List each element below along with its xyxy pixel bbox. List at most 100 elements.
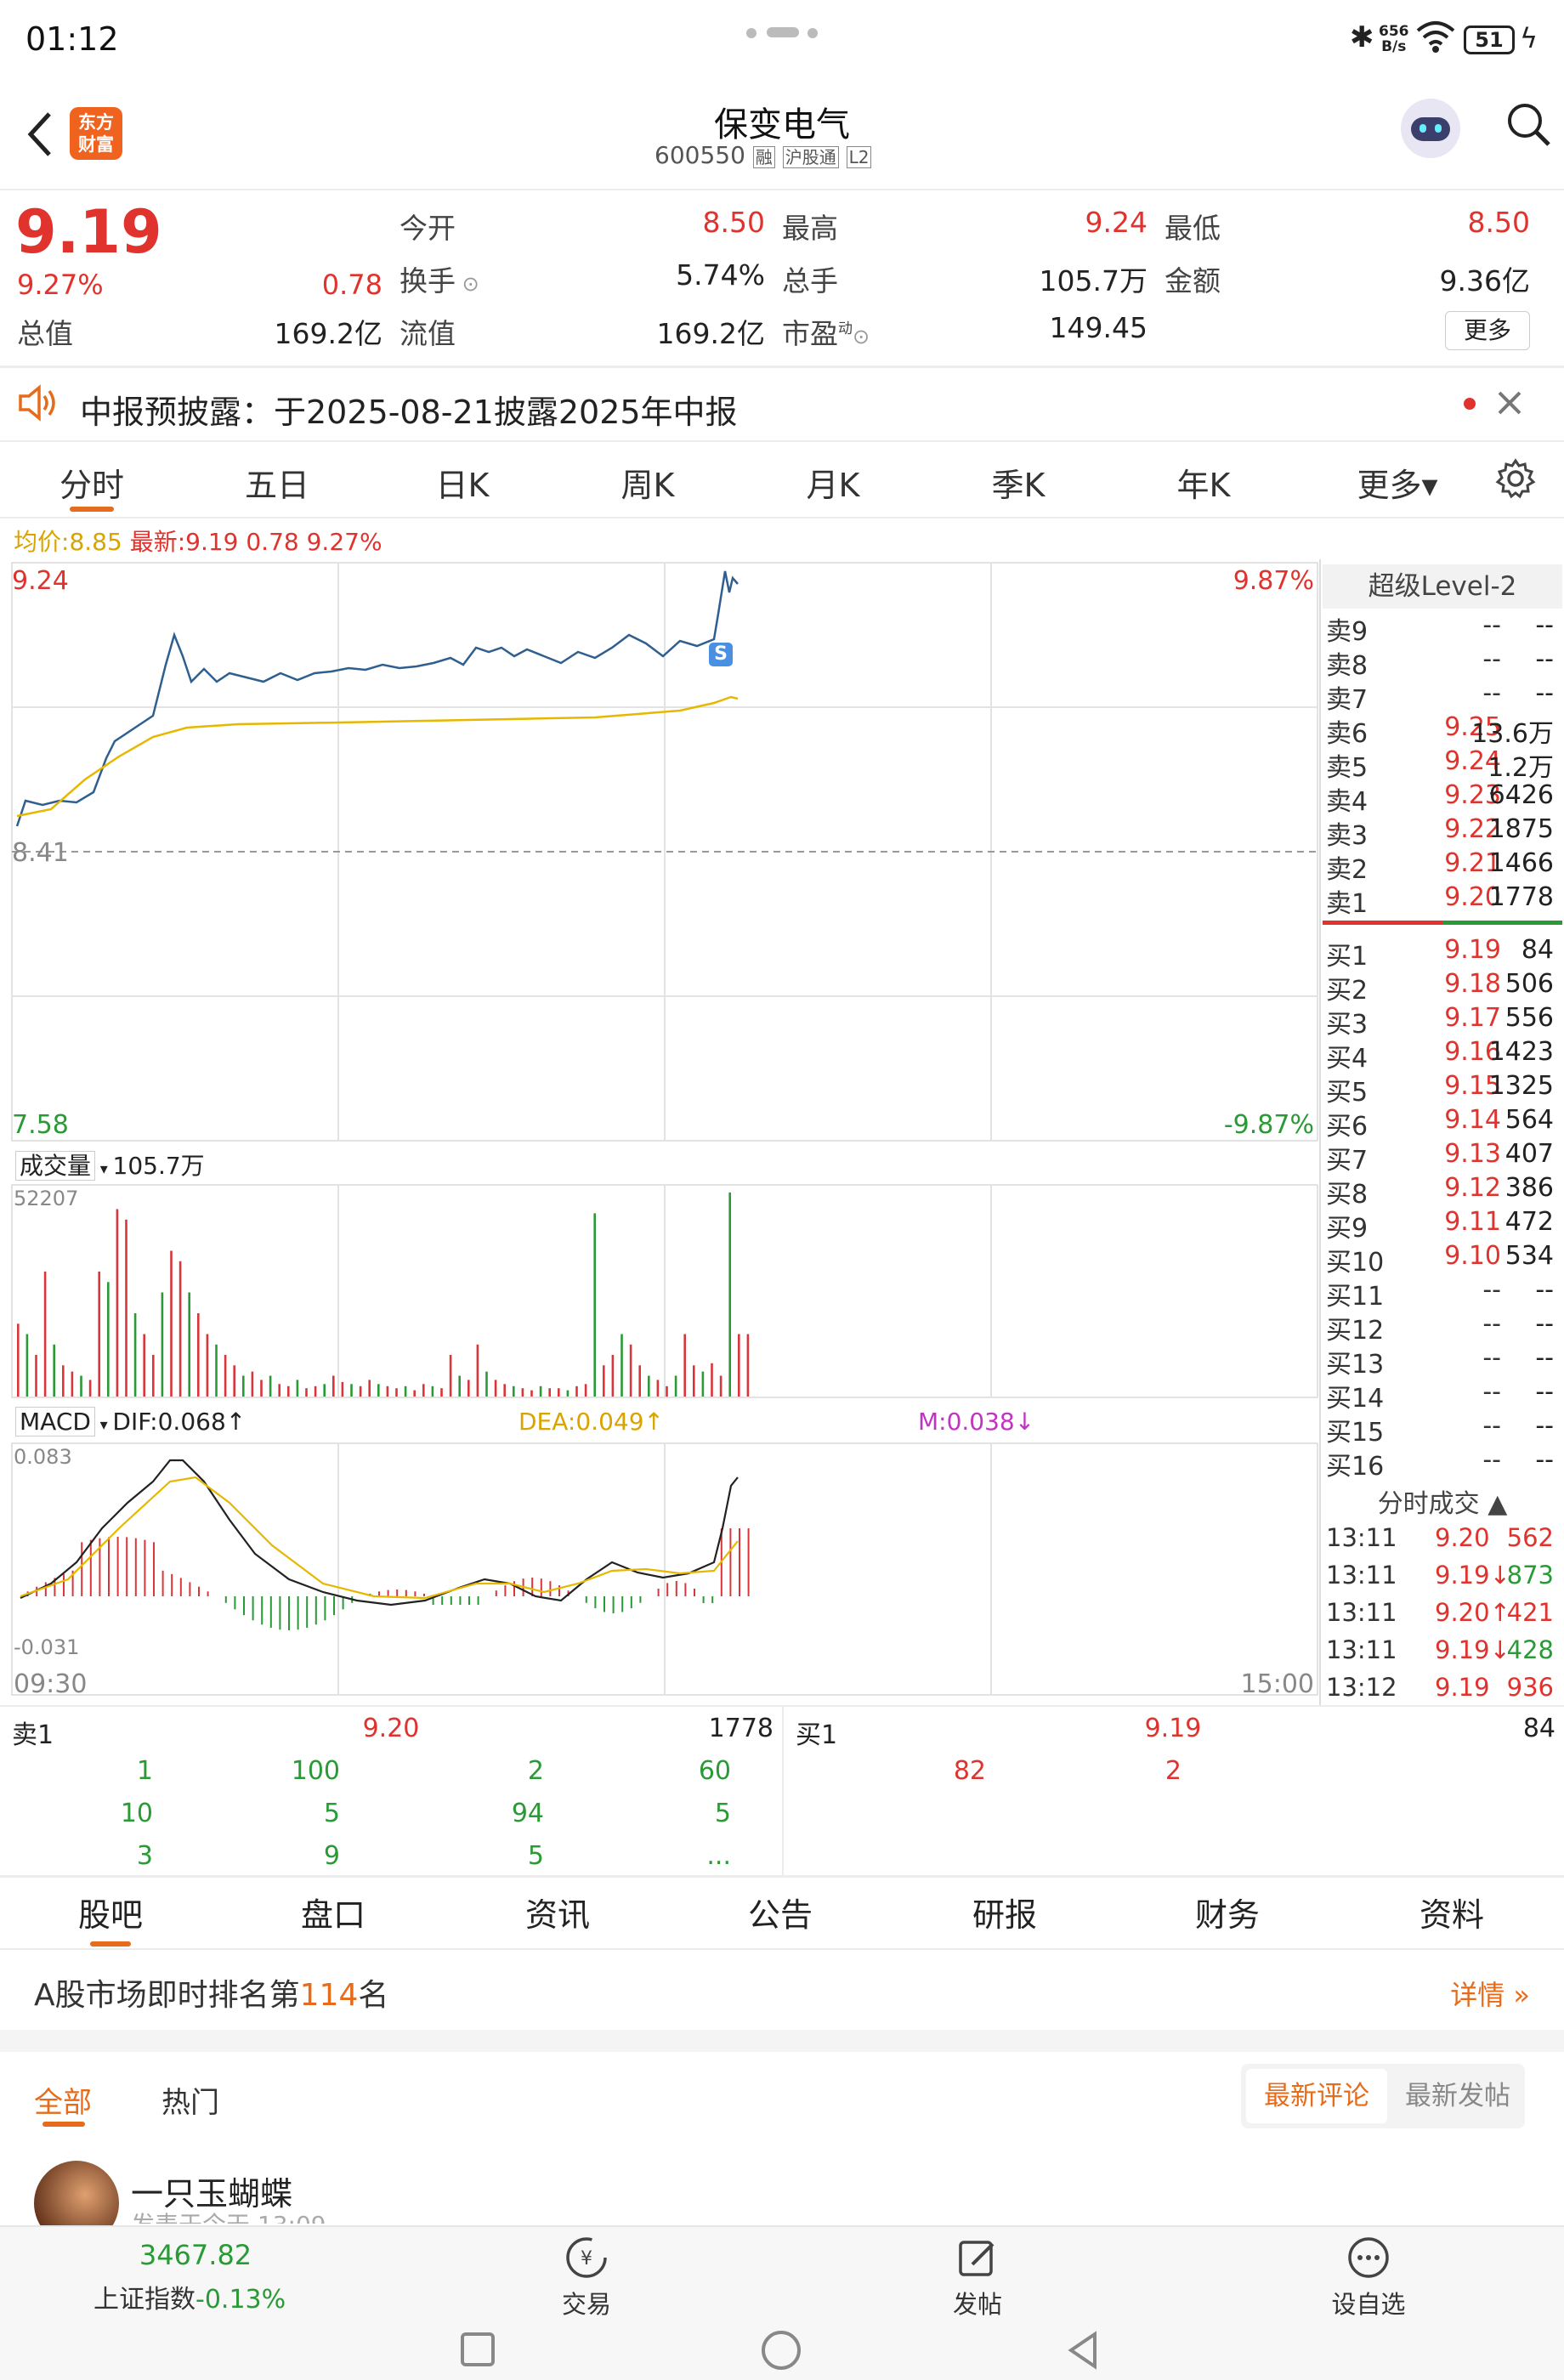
queue-sell-cell: 10 (120, 1799, 153, 1828)
level-volume: -- (1535, 1343, 1554, 1373)
index-change: -0.13% (196, 2285, 286, 2315)
favorite-button[interactable]: 设自选 (1326, 2234, 1411, 2320)
macd-indicator-label[interactable]: MACD ▾ DIF:0.068↑ (15, 1407, 246, 1436)
tab-daily-k[interactable]: 日K (435, 467, 490, 504)
bid-row: 买4 9.16 1423 (1323, 1037, 1562, 1074)
time-start: 09:30 (14, 1669, 88, 1699)
level-label: 卖4 (1326, 787, 1368, 817)
amount-value: 9.36亿 (1439, 264, 1530, 298)
post-button[interactable]: 发帖 (935, 2234, 1020, 2320)
volume-bar (242, 1375, 245, 1397)
bid-row: 买15 -- -- (1323, 1411, 1562, 1448)
level-price: -- (1482, 1343, 1501, 1373)
net-speed-unit: B/s (1381, 38, 1407, 55)
info-icon[interactable]: ⊙ (853, 325, 870, 348)
notice-text[interactable]: 中报预披露：于2025-08-21披露2025年中报 (80, 394, 738, 431)
level-label: 卖6 (1326, 719, 1368, 749)
tab-yearly-k[interactable]: 年K (1176, 467, 1231, 504)
tick-time: 13:12 (1326, 1673, 1397, 1702)
volume-bar (558, 1388, 560, 1397)
macd-dif-line (20, 1459, 739, 1606)
forum-tab-hot[interactable]: 热门 (162, 2086, 219, 2120)
sell-marker[interactable]: S (709, 643, 733, 666)
back-button[interactable] (24, 109, 58, 160)
amount-label: 金额 (1164, 264, 1221, 298)
info-icon[interactable]: ⊙ (456, 272, 479, 296)
rank-detail-link[interactable]: 详情 » (1450, 1979, 1530, 2011)
level-price: -- (1482, 610, 1501, 640)
bid-row: 买5 9.15 1325 (1323, 1071, 1562, 1108)
volume-bar (629, 1344, 632, 1397)
tick-row: 13:11 9.19↓ 873 (1323, 1561, 1562, 1595)
index-value[interactable]: 3467.82 (139, 2239, 252, 2271)
tab-announcements[interactable]: 公告 (747, 1896, 813, 1934)
level-volume: -- (1535, 1275, 1554, 1305)
bid-row: 买8 9.12 386 (1323, 1173, 1562, 1210)
tab-quarterly-k[interactable]: 季K (991, 467, 1046, 504)
trade-icon: ¥ (566, 2237, 607, 2278)
level-label: 买16 (1326, 1452, 1385, 1482)
tab-forum[interactable]: 股吧 (77, 1896, 143, 1934)
sort-latest-post[interactable]: 最新发帖 (1405, 2081, 1510, 2111)
level-price: 9.22 (1444, 814, 1501, 844)
level-volume: 1875 (1488, 814, 1554, 844)
forum-tab-all-underline (42, 2122, 85, 2127)
ask-row: 卖4 9.23 6426 (1323, 780, 1562, 817)
volume-bar (638, 1365, 641, 1397)
volume-bar (548, 1388, 551, 1397)
nav-recents-icon[interactable] (461, 2332, 495, 2366)
tick-price: 9.19↓ (1435, 1561, 1510, 1590)
search-icon[interactable] (1503, 99, 1554, 150)
chevron-down-icon: ▾ (94, 1416, 113, 1434)
tab-handicap[interactable]: 盘口 (300, 1896, 366, 1934)
tick-time: 13:11 (1326, 1598, 1397, 1627)
tab-intraday[interactable]: 分时 (59, 467, 124, 504)
volume-bar (98, 1272, 100, 1397)
more-button[interactable]: 更多 (1445, 311, 1530, 350)
rank-suffix: 名 (358, 1978, 389, 2013)
nav-home-icon[interactable] (762, 2331, 801, 2370)
queue-sell-cell: 1 (136, 1756, 153, 1786)
post-username[interactable]: 一只玉蝴蝶 (131, 2175, 293, 2213)
tick-volume: 428 (1506, 1635, 1554, 1664)
chart-legend: 均价:8.85 最新:9.19 0.78 9.27% (14, 524, 382, 558)
tab-news[interactable]: 资讯 (524, 1896, 590, 1934)
tick-row: 13:11 9.20 562 (1323, 1523, 1562, 1557)
close-icon[interactable] (1493, 386, 1527, 420)
level-price: 9.25 (1444, 712, 1501, 742)
level-volume: 386 (1504, 1173, 1554, 1203)
ticks-title[interactable]: 分时成交 ▲ (1377, 1489, 1508, 1519)
volume-bar (656, 1380, 660, 1397)
tick-price: 9.20↑ (1435, 1598, 1510, 1627)
tab-weekly-k[interactable]: 周K (620, 467, 675, 504)
volume-bar (377, 1384, 380, 1397)
level-volume: 84 (1521, 935, 1554, 965)
edit-icon (959, 2241, 994, 2276)
tab-finance[interactable]: 财务 (1194, 1896, 1260, 1934)
volume-bar (513, 1386, 515, 1397)
level2-title[interactable]: 超级Level-2 (1323, 564, 1562, 609)
level-price: 9.13 (1444, 1139, 1501, 1169)
intraday-chart[interactable] (0, 559, 1323, 1707)
sort-latest-comment[interactable]: 最新评论 (1246, 2069, 1387, 2123)
forum-tab-all[interactable]: 全部 (34, 2086, 92, 2120)
volume-bar (648, 1375, 650, 1397)
tick-volume: 421 (1506, 1598, 1554, 1627)
volume-value: 105.7万 (1039, 264, 1148, 298)
tab-research[interactable]: 研报 (972, 1896, 1037, 1934)
tab-monthly-k[interactable]: 月K (806, 467, 860, 504)
settings-gear-icon[interactable] (1494, 457, 1537, 500)
tab-5day[interactable]: 五日 (244, 467, 309, 504)
tick-time: 13:11 (1326, 1523, 1397, 1552)
volume-indicator-label[interactable]: 成交量 ▾ 105.7万 (15, 1148, 205, 1182)
trade-button[interactable]: ¥ 交易 (544, 2234, 629, 2320)
robot-avatar-icon[interactable] (1401, 99, 1460, 158)
tab-more[interactable]: 更多▾ (1357, 467, 1438, 504)
tab-profile[interactable]: 资料 (1419, 1896, 1484, 1934)
nav-back-icon[interactable] (1064, 2331, 1103, 2370)
ask-row: 卖1 9.20 1778 (1323, 882, 1562, 919)
net-speed-value: 656 (1379, 23, 1409, 40)
index-line[interactable]: 上证指数-0.13% (94, 2278, 286, 2315)
volume-bar (71, 1371, 74, 1397)
volume-bar (728, 1192, 731, 1397)
